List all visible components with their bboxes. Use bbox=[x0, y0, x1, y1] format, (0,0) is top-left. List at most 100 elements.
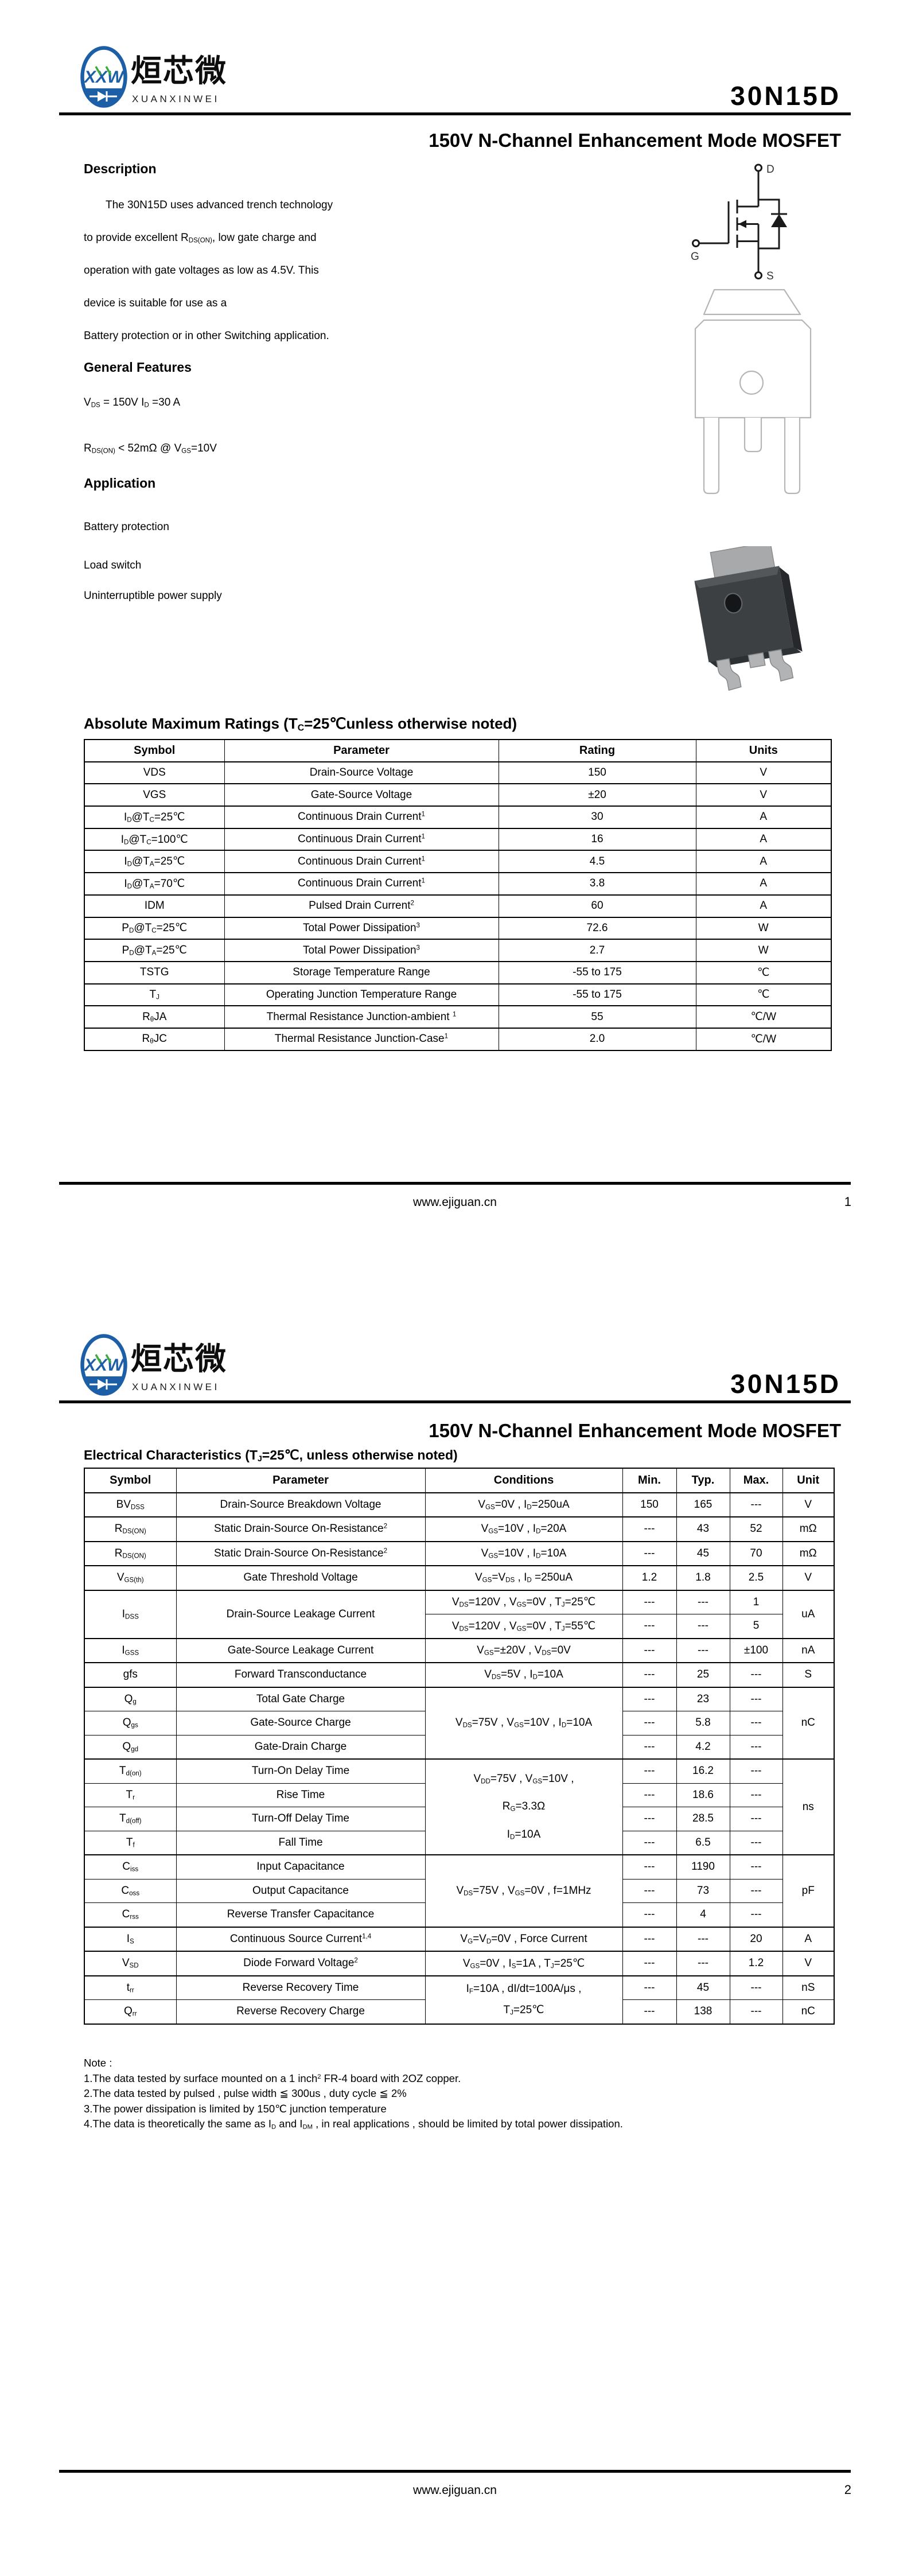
cell-min: --- bbox=[622, 1783, 677, 1807]
cell-rating: 30 bbox=[498, 806, 696, 829]
description-line: The 30N15D uses advanced trench technolo… bbox=[106, 199, 333, 211]
table-row: IGSS Gate-Source Leakage Current VGS=±20V … bbox=[84, 1637, 835, 1663]
datasheet-page-1: XXW 烜芯微 XUANXINWEI 30N15D 150V N-Channel… bbox=[0, 0, 911, 1288]
cell-symbol: ID@TC=100℃ bbox=[84, 827, 225, 851]
cell-max: --- bbox=[729, 1830, 783, 1855]
cell-rating: 150 bbox=[498, 761, 696, 785]
cell-conditions: VDS=75V , VGS=10V , ID=10A bbox=[425, 1686, 623, 1760]
cell-unit: V bbox=[782, 1565, 835, 1590]
note-line: 2.The data tested by pulsed , pulse widt… bbox=[84, 2087, 407, 2099]
table-row: IDM Pulsed Drain Current2 60 A bbox=[84, 894, 832, 918]
cell-typ: 43 bbox=[676, 1516, 730, 1542]
cell-symbol: RθJC bbox=[84, 1027, 225, 1051]
cell-min: --- bbox=[622, 1614, 677, 1639]
cell-parameter: Turn-On Delay Time bbox=[176, 1758, 426, 1784]
table-row: PD@TC=25℃ Total Power Dissipation3 72.6 W bbox=[84, 916, 832, 940]
cell-min: --- bbox=[622, 1686, 677, 1711]
description-line: to provide excellent RDS(ON), low gate c… bbox=[84, 232, 317, 244]
cell-parameter: Static Drain-Source On-Resistance2 bbox=[176, 1540, 426, 1566]
col-header: Min. bbox=[622, 1468, 677, 1493]
cell-max: 70 bbox=[729, 1540, 783, 1566]
feature-line: RDS(ON) < 52mΩ @ VGS=10V bbox=[84, 442, 217, 455]
amr-heading: Absolute Maximum Ratings (TC=25℃unless o… bbox=[84, 715, 517, 733]
cell-parameter: Gate-Source Leakage Current bbox=[176, 1637, 426, 1663]
cell-min: --- bbox=[622, 1734, 677, 1760]
cell-typ: 1.8 bbox=[676, 1565, 730, 1590]
table-row: RθJC Thermal Resistance Junction-Case1 2.0… bbox=[84, 1027, 832, 1051]
cell-rating: 60 bbox=[498, 894, 696, 918]
footer-url: www.ejiguan.cn bbox=[413, 1196, 497, 1209]
cell-parameter: Diode Forward Voltage2 bbox=[176, 1951, 426, 1976]
brand-logo-emblem-icon: XXW bbox=[80, 1334, 127, 1396]
page-number: 1 bbox=[844, 1194, 851, 1209]
table-row: Qgd Gate-Drain Charge --- 4.2 --- bbox=[84, 1734, 834, 1760]
cell-typ: 16.2 bbox=[676, 1758, 730, 1784]
description-line: operation with gate voltages as low as 4… bbox=[84, 264, 319, 277]
table-row: Ciss Input Capacitance VDS=75V , VGS=0V , … bbox=[84, 1854, 835, 1927]
cell-symbol: Tr bbox=[84, 1783, 177, 1807]
cell-units: A bbox=[695, 872, 832, 896]
brand-name-cn: 烜芯微 bbox=[131, 54, 227, 88]
cell-symbol: VDS bbox=[84, 761, 225, 785]
cell-unit: nA bbox=[782, 1637, 835, 1663]
footer-rule bbox=[59, 1182, 851, 1185]
cell-typ: 138 bbox=[676, 1999, 730, 2024]
table-row: TSTG Storage Temperature Range -55 to 175 ℃ bbox=[84, 960, 832, 985]
cell-max: --- bbox=[729, 1711, 783, 1736]
cell-conditions: VDD=75V , VGS=10V , RG=3.3Ω ID=10A bbox=[425, 1758, 623, 1855]
application-item: Battery protection bbox=[84, 521, 169, 533]
cell-parameter: Fall Time bbox=[176, 1830, 426, 1855]
absolute-maximum-ratings-table: Symbol Parameter Rating Units VDS Drain-S… bbox=[84, 739, 832, 1051]
cell-symbol: ID@TC=25℃ bbox=[84, 806, 225, 829]
cell-symbol: PD@TA=25℃ bbox=[84, 939, 225, 962]
cell-parameter: Total Power Dissipation3 bbox=[224, 916, 499, 940]
mosfet-symbol-figure: D G S bbox=[683, 164, 797, 285]
cell-min: --- bbox=[622, 1854, 677, 1880]
table-row: ID@TA=70℃ Continuous Drain Current1 3.8 A bbox=[84, 872, 832, 896]
col-header: Parameter bbox=[224, 739, 499, 762]
terminal-label-gate: G bbox=[691, 251, 699, 263]
cell-conditions: VDS=5V , ID=10A bbox=[425, 1662, 623, 1687]
cell-min: --- bbox=[622, 1711, 677, 1736]
table-row: VSD Diode Forward Voltage2 VGS=0V , IS=1A … bbox=[84, 1951, 835, 1976]
cell-parameter: Drain-Source Breakdown Voltage bbox=[176, 1492, 426, 1517]
cell-conditions: VDS=75V , VGS=0V , f=1MHz bbox=[425, 1854, 623, 1927]
cell-conditions: VGS=10V , ID=10A bbox=[425, 1540, 623, 1566]
cell-min: --- bbox=[622, 1999, 677, 2024]
cell-parameter: Gate-Drain Charge bbox=[176, 1734, 426, 1760]
cell-typ: 6.5 bbox=[676, 1830, 730, 1855]
cell-symbol: VGS bbox=[84, 783, 225, 807]
cell-units: ℃/W bbox=[695, 1027, 832, 1051]
cell-typ: 45 bbox=[676, 1540, 730, 1566]
cell-units: A bbox=[695, 850, 832, 874]
cell-parameter: Forward Transconductance bbox=[176, 1662, 426, 1687]
col-header: Parameter bbox=[176, 1468, 426, 1493]
doc-subtitle: 150V N-Channel Enhancement Mode MOSFET bbox=[429, 130, 841, 151]
cell-unit: uA bbox=[782, 1589, 835, 1639]
general-features-heading: General Features bbox=[84, 360, 192, 375]
cell-max: --- bbox=[729, 1783, 783, 1807]
table-row: VGS(th) Gate Threshold Voltage VGS=VDS , I… bbox=[84, 1565, 835, 1590]
cell-symbol: TSTG bbox=[84, 960, 225, 985]
cell-conditions: IF=10A , dI/dt=100A/μs , TJ=25℃ bbox=[425, 1975, 623, 2024]
col-header: Unit bbox=[782, 1468, 835, 1493]
table-row: RDS(ON) Static Drain-Source On-Resistance… bbox=[84, 1516, 835, 1542]
cell-typ: 18.6 bbox=[676, 1783, 730, 1807]
cell-rating: -55 to 175 bbox=[498, 983, 696, 1007]
cell-max: --- bbox=[729, 1854, 783, 1880]
cell-symbol: Td(off) bbox=[84, 1807, 177, 1831]
to252-3d-package-icon bbox=[694, 541, 803, 691]
cell-parameter: Continuous Drain Current1 bbox=[224, 850, 499, 874]
mosfet-schematic-icon: D G S bbox=[691, 164, 787, 282]
cell-symbol: TJ bbox=[84, 983, 225, 1007]
description-heading: Description bbox=[84, 161, 157, 176]
cell-min: 150 bbox=[622, 1492, 677, 1517]
cell-typ: 1190 bbox=[676, 1854, 730, 1880]
cell-rating: 72.6 bbox=[498, 916, 696, 940]
cell-typ: --- bbox=[676, 1589, 730, 1614]
cell-typ: 45 bbox=[676, 1975, 730, 2000]
cell-symbol: VGS(th) bbox=[84, 1565, 177, 1590]
cell-min: --- bbox=[622, 1758, 677, 1784]
cell-symbol: RθJA bbox=[84, 1005, 225, 1029]
col-header: Conditions bbox=[425, 1468, 623, 1493]
